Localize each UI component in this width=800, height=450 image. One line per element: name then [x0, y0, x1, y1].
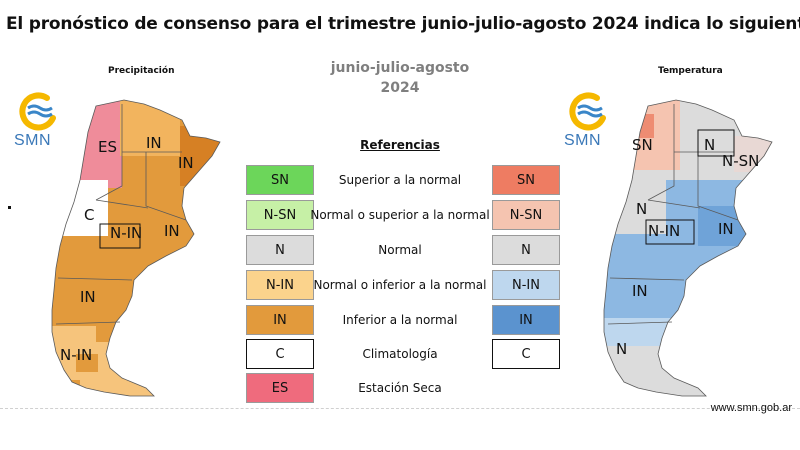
legend-temp-n-in: N-IN	[492, 270, 560, 300]
precip-label-in-east: IN	[164, 222, 180, 240]
temp-label-n-south: N	[616, 340, 627, 358]
period-months: junio-julio-agosto	[330, 60, 470, 76]
temp-label-sn: SN	[632, 136, 653, 154]
temp-label-n-in-center: N-IN	[648, 222, 680, 240]
website-url: www.smn.gob.ar	[710, 402, 792, 414]
precip-label-n-in-center: N-IN	[110, 224, 142, 242]
precip-label-n-in-south: N-IN	[60, 346, 92, 364]
legend-temp-c: C	[492, 339, 560, 369]
legend-precip-n-sn: N-SN	[246, 200, 314, 230]
legend-temp-n: N	[492, 235, 560, 265]
legend-desc-inferior: Inferior a la normal	[342, 313, 458, 327]
temp-label-n-west: N	[636, 200, 647, 218]
legend-temp-sn: SN	[492, 165, 560, 195]
smn-logo-text-right: SMN	[564, 132, 602, 149]
temp-label-in-east: IN	[718, 220, 734, 238]
precip-label-in-north: IN	[146, 134, 162, 152]
period-year: 2024	[380, 80, 420, 96]
references-title: Referencias	[360, 138, 440, 152]
legend-precip-n-in: N-IN	[246, 270, 314, 300]
precipitation-map-title: Precipitación	[108, 66, 175, 76]
smn-logo-icon	[19, 92, 56, 131]
precipitation-map: ES IN IN C N-IN IN IN N-IN	[51, 99, 221, 397]
precip-label-in-south: IN	[80, 288, 96, 306]
legend-temp-n-sn: N-SN	[492, 200, 560, 230]
smn-logo-text-left: SMN	[14, 132, 52, 149]
precip-label-es: ES	[98, 138, 117, 156]
legend-precip-es: ES	[246, 373, 314, 403]
legend-desc-estacion-seca: Estación Seca	[358, 381, 442, 395]
legend-precip-c: C	[246, 339, 314, 369]
precip-label-c: C	[84, 206, 94, 224]
legend-desc-normal: Normal	[378, 243, 422, 257]
smn-logo-icon-right	[569, 92, 606, 131]
legend-precip-in: IN	[246, 305, 314, 335]
precip-label-in-northeast: IN	[178, 154, 194, 172]
legend-precip-sn: SN	[246, 165, 314, 195]
temp-label-n-sn: N-SN	[722, 152, 759, 170]
legend-desc-normal-superior: Normal o superior a la normal	[310, 208, 490, 222]
forecast-period: junio-julio-agosto 2024	[300, 58, 500, 98]
temp-label-n-north: N	[704, 136, 715, 154]
temp-label-in-south: IN	[632, 282, 648, 300]
page-mark	[8, 206, 11, 209]
legend-desc-climatologia: Climatología	[362, 347, 438, 361]
footer-divider	[0, 408, 800, 409]
headline: El pronóstico de consenso para el trimes…	[6, 14, 800, 34]
temperature-map-title: Temperatura	[658, 66, 723, 76]
legend-precip-n: N	[246, 235, 314, 265]
legend-temp-in: IN	[492, 305, 560, 335]
legend-desc-normal-inferior: Normal o inferior a la normal	[313, 278, 487, 292]
legend-desc-superior: Superior a la normal	[338, 173, 462, 187]
temperature-map: SN N N-SN N N-IN IN IN N	[603, 99, 773, 397]
